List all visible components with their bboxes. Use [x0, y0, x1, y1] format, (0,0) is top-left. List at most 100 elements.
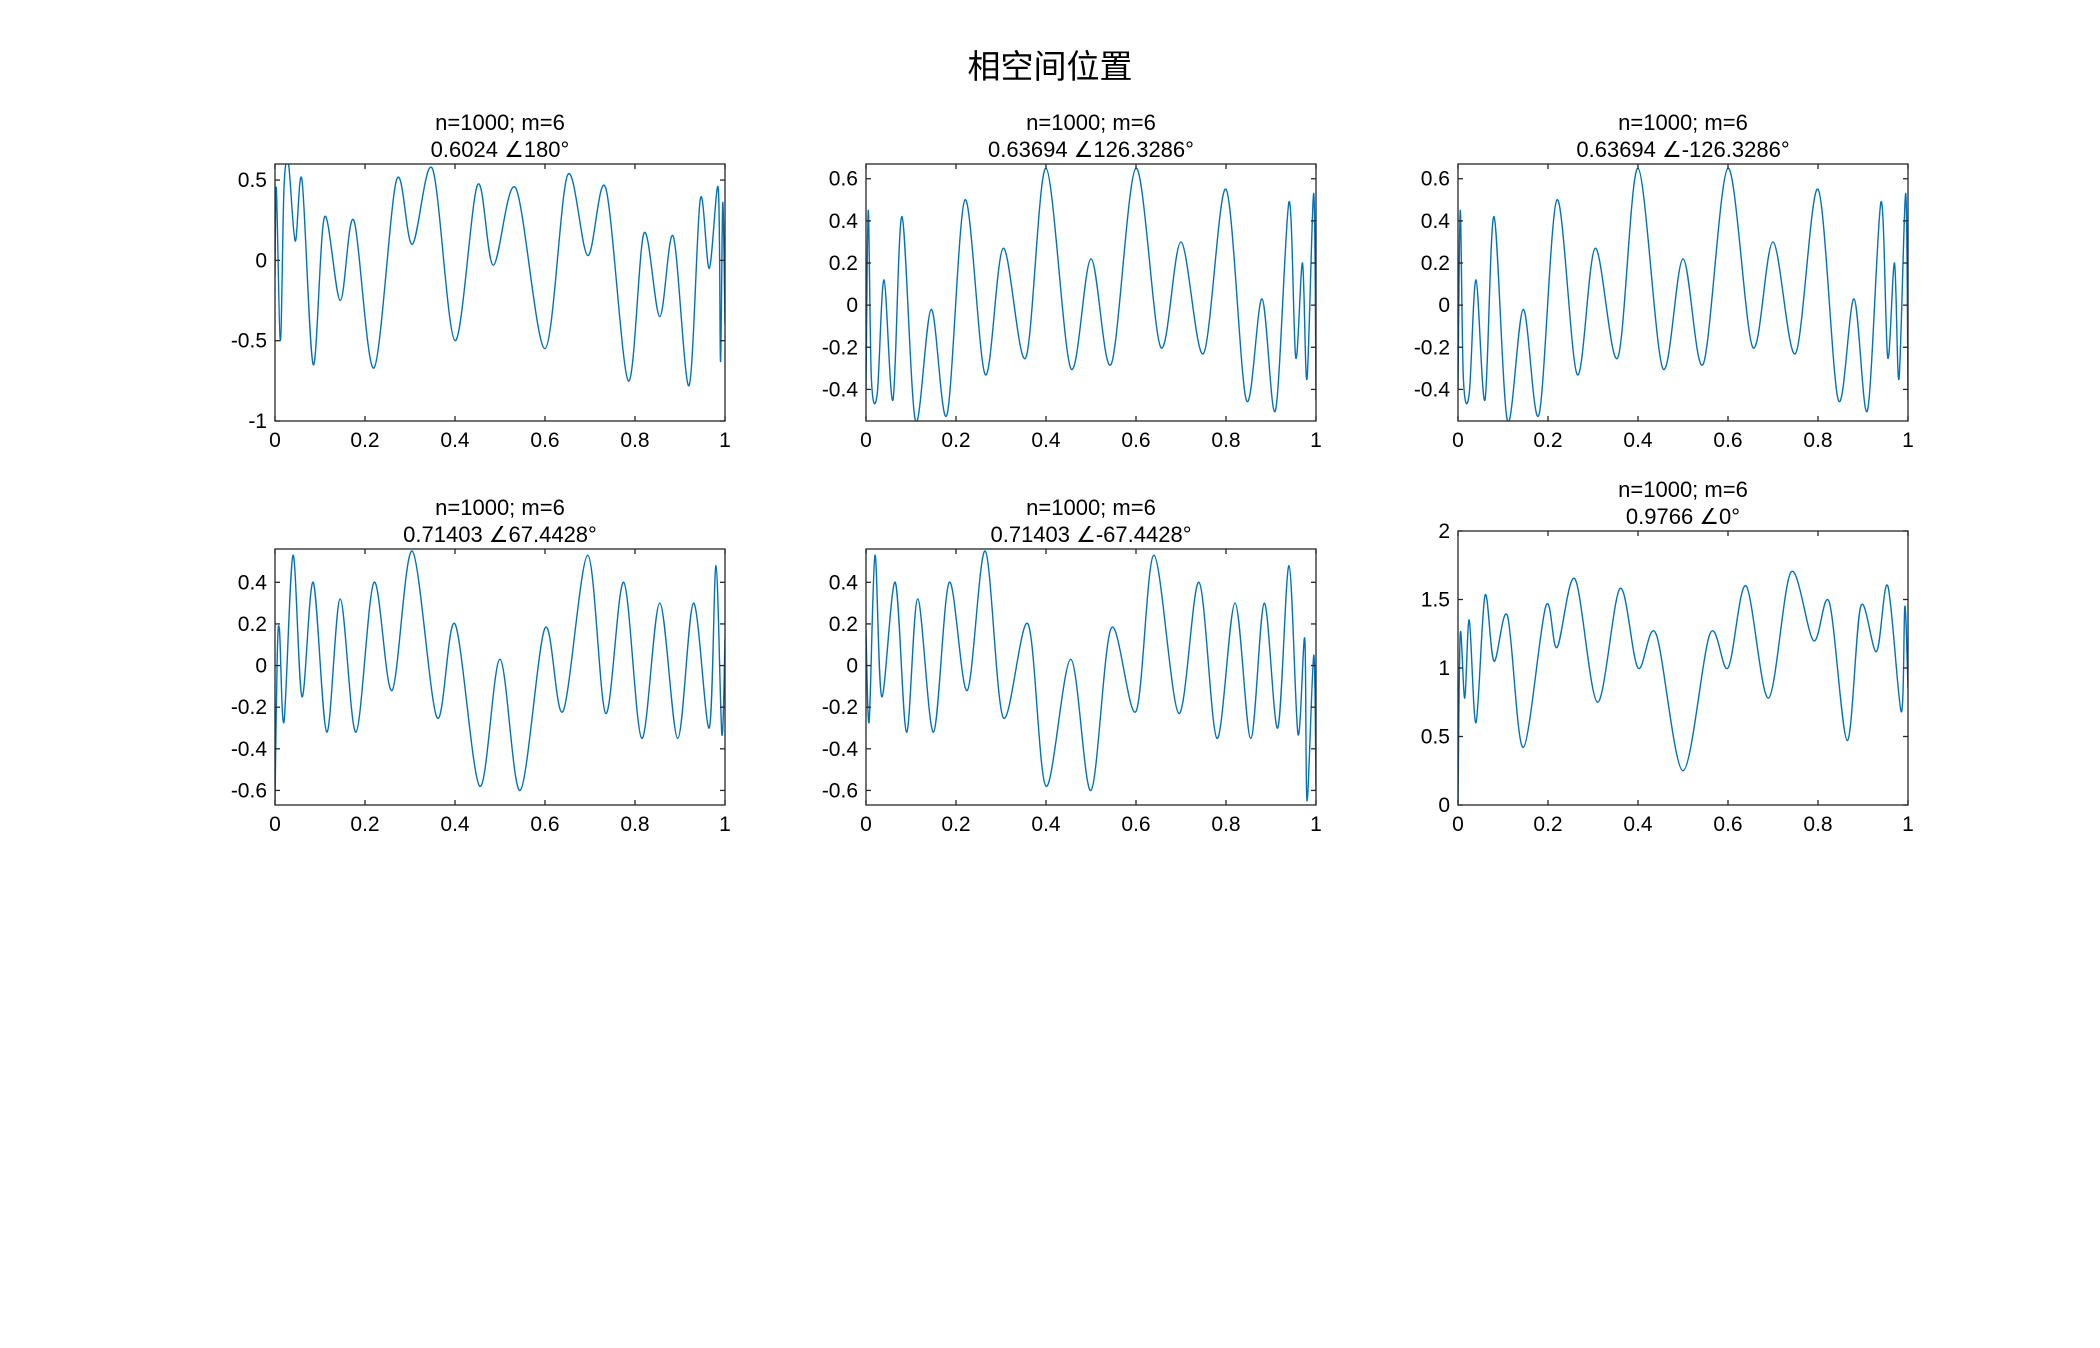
- x-tick-label: 0.6: [1713, 813, 1742, 836]
- x-tick-label: 1: [1310, 813, 1322, 836]
- x-tick-label: 0.6: [1121, 813, 1150, 836]
- y-tick-label: -0.6: [822, 779, 858, 802]
- y-tick-label: 0.2: [1421, 252, 1450, 275]
- y-tick-label: 0: [1438, 794, 1450, 817]
- x-tick-label: 0.8: [1803, 813, 1832, 836]
- y-tick-label: 0.4: [238, 571, 268, 594]
- subplot-3: n=1000; m=60.63694 ∠-126.3286° 0 0.2 0.4 0.6…: [1414, 110, 1914, 452]
- subplot-title-line1: n=1000; m=6: [1618, 477, 1748, 502]
- x-tick-label: 0: [1452, 813, 1464, 836]
- series-line: [1458, 570, 1908, 805]
- axes-box: [274, 548, 726, 806]
- subplot-title-line1: n=1000; m=6: [1618, 110, 1748, 135]
- x-tick-label: 0.4: [440, 429, 470, 452]
- y-tick-label: 0.2: [829, 252, 858, 275]
- series-line: [866, 167, 1316, 421]
- y-tick-label: -0.2: [231, 696, 267, 719]
- axes-box: [865, 163, 1317, 422]
- y-tick-label: 0.4: [1421, 210, 1451, 233]
- y-tick-label: 0.2: [829, 613, 858, 636]
- y-tick-label: -0.4: [1414, 378, 1451, 401]
- series-line: [275, 550, 725, 801]
- y-tick-label: 1: [1438, 657, 1450, 680]
- y-tick-label: 0: [255, 655, 267, 678]
- y-tick-label: 0.4: [829, 571, 859, 594]
- y-tick-label: -0.4: [231, 738, 268, 761]
- subplot-6: n=1000; m=60.9766 ∠0° 0 0.2 0.4 0.6 0.8 1 0 0.5 1…: [1421, 477, 1914, 836]
- subplot-title-line1: n=1000; m=6: [1026, 110, 1156, 135]
- x-tick-label: 0: [860, 429, 872, 452]
- x-tick-label: 1: [1902, 429, 1914, 452]
- x-tick-label: 0.8: [1211, 429, 1240, 452]
- subplot-title-line2: 0.63694 ∠-126.3286°: [1576, 137, 1789, 162]
- axes-box: [1457, 163, 1909, 422]
- subplot-1: n=1000; m=60.6024 ∠180° 0 0.2 0.4 0.6 0.8 1 -1 -…: [231, 110, 731, 452]
- y-tick-label: -0.6: [231, 779, 267, 802]
- x-tick-label: 0.2: [350, 813, 379, 836]
- y-tick-label: 0.2: [238, 613, 267, 636]
- x-tick-label: 0.2: [1533, 813, 1562, 836]
- y-tick-label: 0: [255, 249, 267, 272]
- subplot-title-line2: 0.71403 ∠-67.4428°: [990, 522, 1191, 547]
- y-tick-label: 0.5: [238, 169, 267, 192]
- x-tick-label: 1: [1310, 429, 1322, 452]
- x-tick-label: 0.2: [350, 429, 379, 452]
- x-tick-label: 0.6: [530, 429, 559, 452]
- x-tick-label: 1: [719, 429, 731, 452]
- x-tick-label: 0.4: [1623, 813, 1653, 836]
- x-tick-label: 0.8: [1211, 813, 1240, 836]
- x-tick-label: 1: [719, 813, 731, 836]
- y-tick-label: -0.4: [822, 378, 859, 401]
- y-tick-label: 2: [1438, 520, 1450, 543]
- y-tick-label: -0.2: [822, 336, 858, 359]
- subplot-2: n=1000; m=60.63694 ∠126.3286° 0 0.2 0.4 0.6 0…: [822, 110, 1322, 452]
- figure-title: 相空间位置: [968, 47, 1133, 86]
- axes-box: [274, 163, 726, 422]
- subplot-title-line1: n=1000; m=6: [435, 110, 565, 135]
- x-tick-label: 0.6: [1121, 429, 1150, 452]
- subplot-title-line1: n=1000; m=6: [1026, 495, 1156, 520]
- x-tick-label: 0: [269, 429, 281, 452]
- subplot-title-line2: 0.63694 ∠126.3286°: [988, 137, 1194, 162]
- y-tick-label: 0: [846, 655, 858, 678]
- x-tick-label: 0: [1452, 429, 1464, 452]
- x-tick-label: 0.4: [1031, 813, 1061, 836]
- x-tick-label: 0.8: [620, 429, 649, 452]
- x-tick-label: 0.8: [1803, 429, 1832, 452]
- x-tick-label: 0: [269, 813, 281, 836]
- y-tick-label: 0.6: [1421, 168, 1450, 191]
- y-tick-label: 0.5: [1421, 726, 1450, 749]
- y-tick-label: 0: [846, 294, 858, 317]
- series-line: [1458, 167, 1908, 421]
- y-tick-label: -1: [248, 410, 267, 433]
- y-tick-label: 0.6: [829, 168, 858, 191]
- series-line: [866, 550, 1316, 802]
- x-tick-label: 0.2: [941, 813, 970, 836]
- y-tick-label: 1.5: [1421, 589, 1450, 612]
- y-tick-label: 0: [1438, 294, 1450, 317]
- x-tick-label: 0.6: [530, 813, 559, 836]
- y-tick-label: -0.2: [822, 696, 858, 719]
- x-tick-label: 0: [860, 813, 872, 836]
- subplot-4: n=1000; m=60.71403 ∠67.4428° 0 0.2 0.4 0.6 0.…: [231, 495, 731, 836]
- subplot-title-line2: 0.9766 ∠0°: [1626, 504, 1740, 529]
- x-tick-label: 0.4: [1031, 429, 1061, 452]
- x-tick-label: 0.6: [1713, 429, 1742, 452]
- x-tick-label: 0.8: [620, 813, 649, 836]
- y-tick-label: -0.2: [1414, 336, 1450, 359]
- x-tick-label: 0.4: [440, 813, 470, 836]
- subplot-title-line2: 0.71403 ∠67.4428°: [403, 522, 597, 547]
- subplot-title-line2: 0.6024 ∠180°: [431, 137, 570, 162]
- x-tick-label: 1: [1902, 813, 1914, 836]
- subplot-title-line1: n=1000; m=6: [435, 495, 565, 520]
- y-tick-label: -0.5: [231, 330, 267, 353]
- y-tick-label: 0.4: [829, 210, 859, 233]
- y-tick-label: -0.4: [822, 738, 859, 761]
- axes-box: [865, 548, 1317, 806]
- x-tick-label: 0.4: [1623, 429, 1653, 452]
- subplot-grid: n=1000; m=60.6024 ∠180°0 0.2 0.4 0.6 0.8 1-1-…: [231, 110, 1914, 836]
- series-line: [275, 164, 725, 387]
- subplot-5: n=1000; m=60.71403 ∠-67.4428° 0 0.2 0.4 0.6 0…: [822, 495, 1322, 836]
